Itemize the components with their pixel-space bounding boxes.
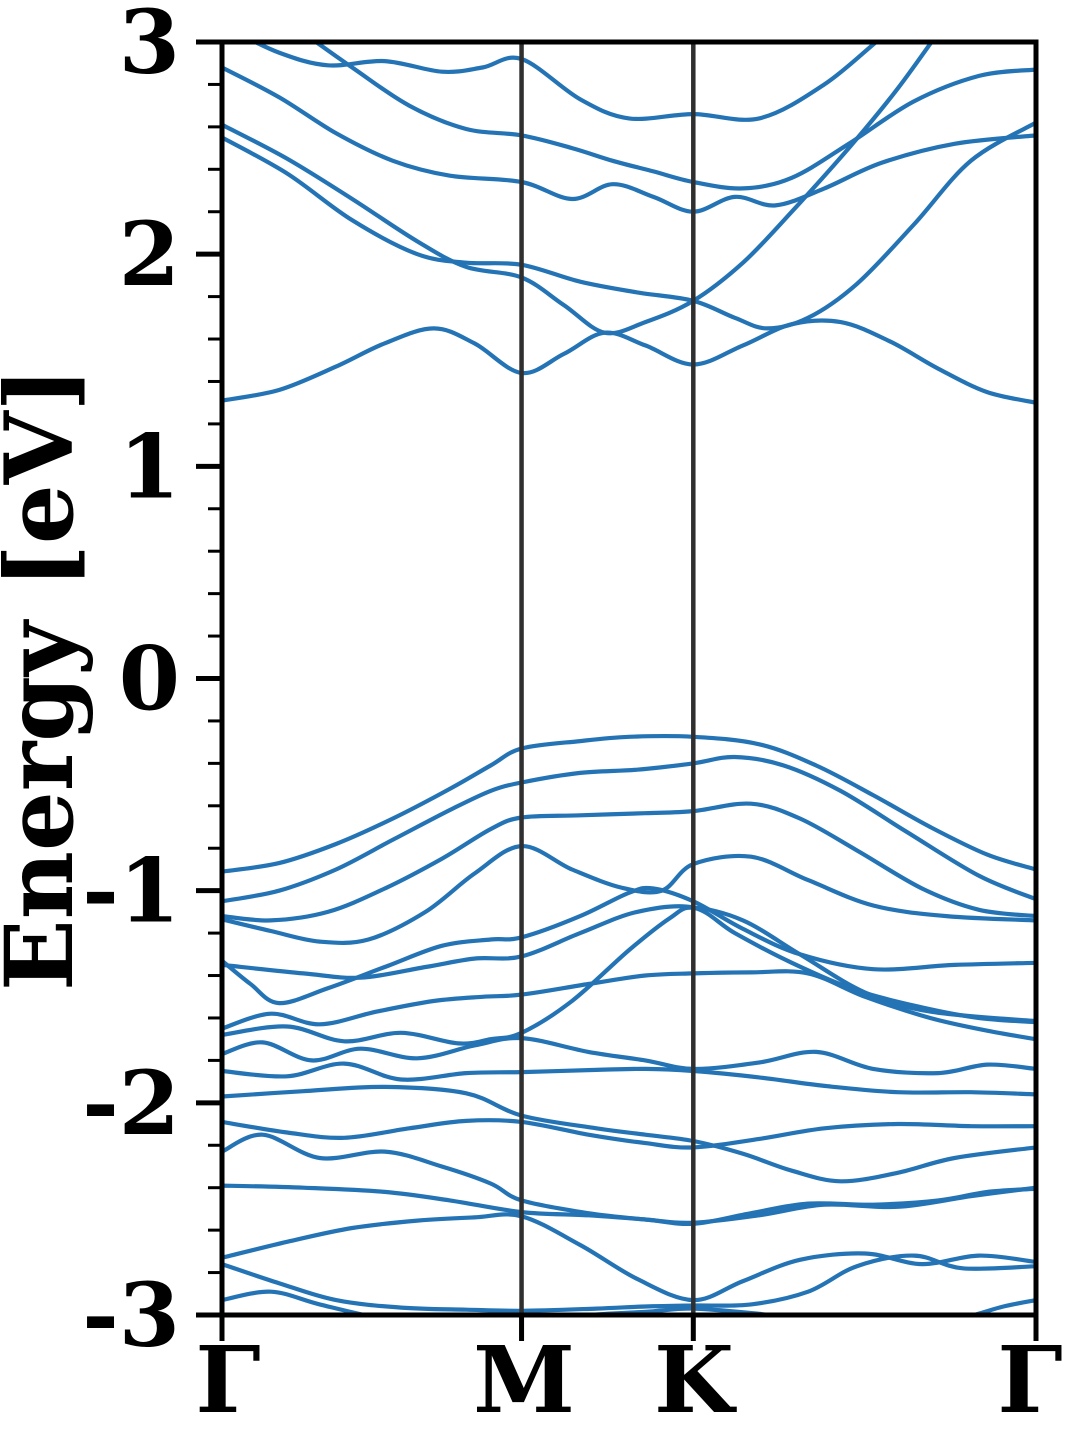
band-line [222,1289,1036,1315]
high-symmetry-lines [519,42,696,1315]
band-line [222,1212,1036,1303]
band-line [250,42,880,122]
y-tick-label: 2 [119,202,180,306]
band-line [222,843,1036,946]
band-line [222,801,1036,923]
x-tick-label-k: K [654,1326,737,1434]
band-line [222,1061,1036,1097]
band-line [222,1132,1036,1225]
x-tick-labels: Γ M K Γ [195,1326,1062,1434]
band-line [312,42,1036,191]
y-tick-labels: 3 2 1 0 -1 -2 -3 [82,0,180,1367]
band-line [222,885,1036,1006]
band-line [222,1253,1036,1313]
y-tick-label: -1 [82,839,180,943]
band-line [222,1183,1036,1227]
band-line [222,754,1036,904]
y-axis-label: Energy [eV] [0,367,95,991]
band-line [222,120,1036,331]
band-line [222,969,1036,1042]
y-tick-label: 3 [119,0,180,94]
band-line [222,904,1036,1025]
x-tick-label-gamma-right: Γ [997,1326,1062,1434]
band-line [222,318,1036,405]
band-line [222,1035,1036,1076]
band-line [222,65,1036,214]
band-line [222,1084,1036,1184]
y-tick-label: 0 [119,627,180,731]
bands-group [222,42,1036,1315]
y-tick-label: 1 [119,414,180,518]
band-line [222,1118,1036,1150]
band-line [222,733,1036,874]
x-tick-label-m: M [473,1326,575,1434]
y-tick-label: -3 [82,1263,180,1367]
band-line [222,905,1036,1046]
axes-frame [196,39,1039,1341]
y-tick-label: -2 [82,1051,180,1155]
x-tick-label-gamma-left: Γ [195,1326,260,1434]
band-line [222,42,935,336]
